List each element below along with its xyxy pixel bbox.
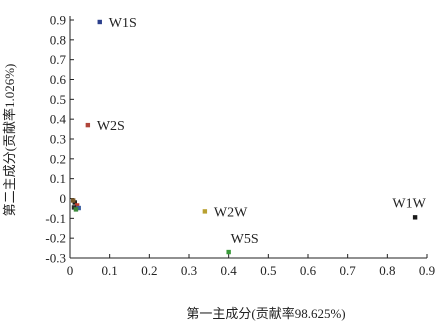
- data-point: [412, 215, 418, 220]
- x-tick-label: 0.7: [340, 263, 357, 278]
- data-point: [85, 122, 91, 128]
- y-tick-label: 0.2: [50, 151, 66, 166]
- y-tick-label: -0.2: [45, 231, 66, 246]
- y-tick-label: -0.1: [45, 211, 66, 226]
- y-tick-label: -0.3: [45, 251, 66, 266]
- y-tick-label: 0.3: [50, 132, 66, 147]
- x-tick-label: 0.6: [300, 263, 317, 278]
- x-tick-label: 0.1: [102, 263, 118, 278]
- x-tick-label: 0.4: [221, 263, 238, 278]
- x-tick-label: 0.3: [181, 263, 197, 278]
- y-tick-label: 0.1: [50, 171, 66, 186]
- x-tick-label: 0.9: [419, 263, 435, 278]
- point-labels: W1S W2S W2W W5S W1W: [97, 16, 427, 247]
- y-tick-label: 0.6: [50, 72, 67, 87]
- axes: [69, 16, 428, 259]
- point-label: W1S: [109, 16, 137, 31]
- data-point: [74, 203, 80, 208]
- y-axis-title: 第二主成分(贡献率1.026%): [2, 64, 17, 217]
- x-axis-title: 第一主成分(贡献率98.625%): [186, 306, 345, 321]
- point-label: W5S: [231, 232, 259, 247]
- y-tick-label: 0.9: [50, 13, 66, 28]
- data-point: [73, 207, 79, 212]
- y-tick-label: 0: [60, 191, 67, 206]
- y-tick-label: 0.4: [50, 112, 67, 127]
- x-tick-label: 0: [67, 263, 74, 278]
- point-label: W2S: [97, 119, 125, 134]
- y-tick-label: 0.8: [50, 32, 66, 47]
- tick-labels: 0 0.1 0.2 0.3 0.4 0.5 0.6 0.7 0.8 0.9 0.9 0.8 0.7 0.6…: [45, 13, 435, 279]
- data-point: [76, 205, 81, 211]
- data-point: [202, 209, 208, 214]
- y-tick-label: 0.7: [50, 52, 67, 67]
- data-point: [226, 249, 231, 255]
- x-tick-label: 0.2: [141, 263, 157, 278]
- data-point: [70, 198, 76, 203]
- x-tick-label: 0.8: [379, 263, 395, 278]
- data-point: [97, 19, 102, 25]
- y-tick-label: 0.5: [50, 92, 66, 107]
- data-points: [70, 19, 418, 255]
- point-label: W2W: [214, 205, 248, 220]
- x-tick-label: 0.5: [260, 263, 276, 278]
- point-label: W1W: [392, 196, 426, 211]
